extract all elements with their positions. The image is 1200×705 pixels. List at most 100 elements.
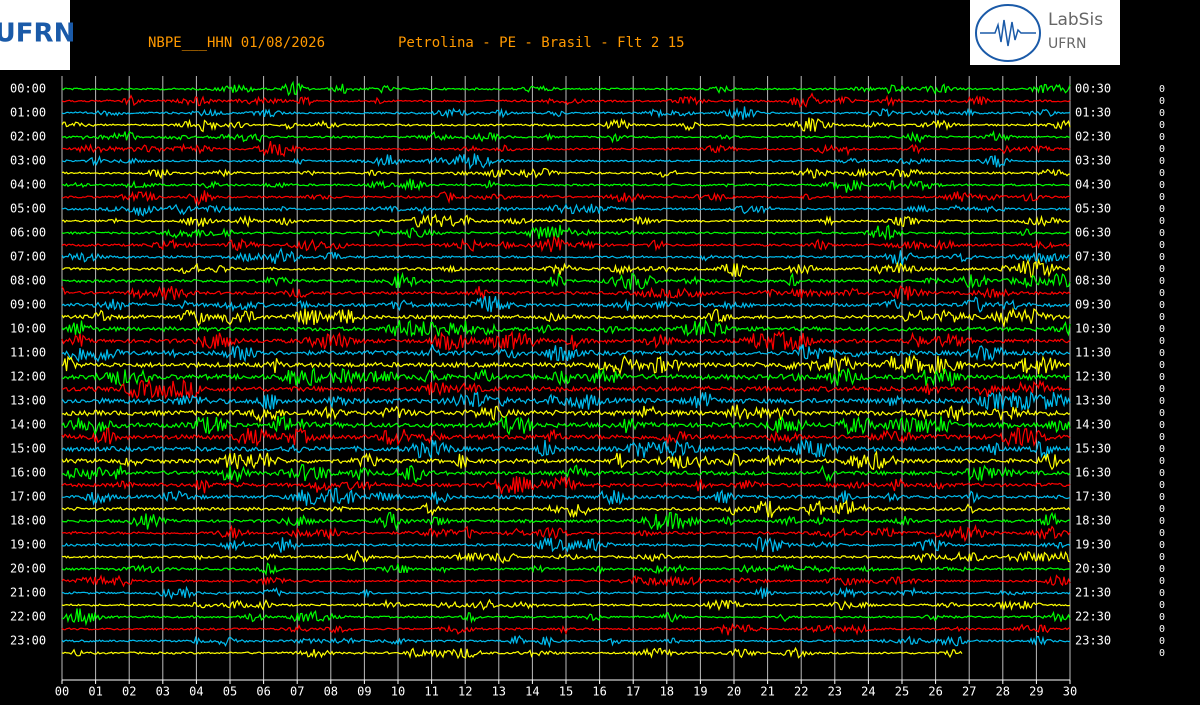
trace (61, 178, 1071, 193)
trace (61, 343, 1071, 363)
trace (61, 499, 1071, 518)
row-label-right: 20:30 (1075, 562, 1111, 576)
trace (61, 415, 1071, 436)
row-count: 0 (1159, 636, 1165, 647)
row-count: 0 (1159, 588, 1165, 599)
row-label-right: 12:30 (1075, 370, 1111, 384)
trace (61, 549, 1071, 564)
trace (61, 80, 1071, 97)
row-label-left: 04:00 (10, 178, 46, 192)
row-count: 0 (1159, 540, 1165, 551)
row-count: 0 (1159, 192, 1165, 203)
trace (61, 117, 1071, 133)
trace (61, 354, 1071, 376)
row-count: 0 (1159, 204, 1165, 215)
row-count: 0 (1159, 648, 1165, 659)
row-label-left: 09:00 (10, 298, 46, 312)
row-label-right: 05:30 (1075, 202, 1111, 216)
row-label-right: 07:30 (1075, 250, 1111, 264)
row-count: 0 (1159, 312, 1165, 323)
x-tick-label: 21 (760, 685, 774, 699)
trace (61, 130, 1071, 144)
row-label-left: 01:00 (10, 106, 46, 120)
row-label-left: 10:00 (10, 322, 46, 336)
row-label-left: 21:00 (10, 586, 46, 600)
row-label-left: 06:00 (10, 226, 46, 240)
logo-right-wave (980, 19, 1036, 47)
x-tick-label: 15 (559, 685, 573, 699)
row-count: 0 (1159, 408, 1165, 419)
row-count: 0 (1159, 420, 1165, 431)
row-count: 0 (1159, 372, 1165, 383)
row-count: 0 (1159, 252, 1165, 263)
row-count: 0 (1159, 120, 1165, 131)
row-count: 0 (1159, 468, 1165, 479)
trace (61, 523, 1071, 543)
row-label-right: 13:30 (1075, 394, 1111, 408)
trace (61, 585, 1071, 600)
logo-right-bottom: UFRN (1048, 36, 1087, 52)
row-count: 0 (1159, 552, 1165, 563)
row-label-left: 12:00 (10, 370, 46, 384)
trace (61, 378, 1071, 400)
x-tick-label: 19 (693, 685, 707, 699)
x-tick-label: 26 (928, 685, 942, 699)
row-count: 0 (1159, 516, 1165, 527)
row-label-right: 10:30 (1075, 322, 1111, 336)
trace (61, 92, 1071, 109)
logo-left-box (0, 0, 70, 70)
trace (62, 487, 1071, 506)
row-count: 0 (1159, 84, 1165, 95)
row-label-left: 00:00 (10, 82, 46, 96)
x-tick-label: 22 (794, 685, 808, 699)
chart-title: NBPE___HHN 01/08/2026 (148, 35, 325, 51)
row-label-right: 04:30 (1075, 178, 1111, 192)
row-count: 0 (1159, 300, 1165, 311)
x-tick-label: 12 (458, 685, 472, 699)
trace (62, 608, 1071, 627)
row-label-right: 06:30 (1075, 226, 1111, 240)
row-label-left: 22:00 (10, 610, 46, 624)
x-tick-label: 07 (290, 685, 304, 699)
x-tick-label: 14 (525, 685, 539, 699)
x-tick-label: 06 (256, 685, 270, 699)
row-count: 0 (1159, 624, 1165, 635)
x-tick-label: 04 (189, 685, 203, 699)
x-tick-label: 17 (626, 685, 640, 699)
trace (61, 295, 1071, 313)
x-tick-label: 09 (357, 685, 371, 699)
row-count: 0 (1159, 384, 1165, 395)
row-label-left: 08:00 (10, 274, 46, 288)
row-count: 0 (1159, 180, 1165, 191)
row-label-right: 23:30 (1075, 634, 1111, 648)
row-label-right: 16:30 (1075, 466, 1111, 480)
logo-right-emblem (975, 4, 1041, 62)
row-label-left: 02:00 (10, 130, 46, 144)
x-tick-label: 08 (324, 685, 338, 699)
row-label-right: 08:30 (1075, 274, 1111, 288)
row-count: 0 (1159, 456, 1165, 467)
trace (61, 574, 1071, 588)
chart-subtitle: Petrolina - PE - Brasil - Flt 2 15 (398, 35, 685, 51)
trace (61, 224, 1071, 241)
row-count: 0 (1159, 360, 1165, 371)
row-count: 0 (1159, 216, 1165, 227)
row-label-right: 19:30 (1075, 538, 1111, 552)
x-tick-label: 23 (828, 685, 842, 699)
row-count: 0 (1159, 600, 1165, 611)
row-label-left: 16:00 (10, 466, 46, 480)
trace (61, 562, 1071, 577)
row-label-left: 05:00 (10, 202, 46, 216)
row-count: 0 (1159, 396, 1165, 407)
x-tick-label: 11 (424, 685, 438, 699)
row-label-right: 18:30 (1075, 514, 1111, 528)
x-tick-label: 29 (1029, 685, 1043, 699)
row-label-left: 19:00 (10, 538, 46, 552)
row-label-right: 17:30 (1075, 490, 1111, 504)
row-label-right: 02:30 (1075, 130, 1111, 144)
trace (61, 330, 1071, 352)
x-tick-label: 05 (223, 685, 237, 699)
row-count: 0 (1159, 336, 1165, 347)
trace (61, 153, 1071, 170)
